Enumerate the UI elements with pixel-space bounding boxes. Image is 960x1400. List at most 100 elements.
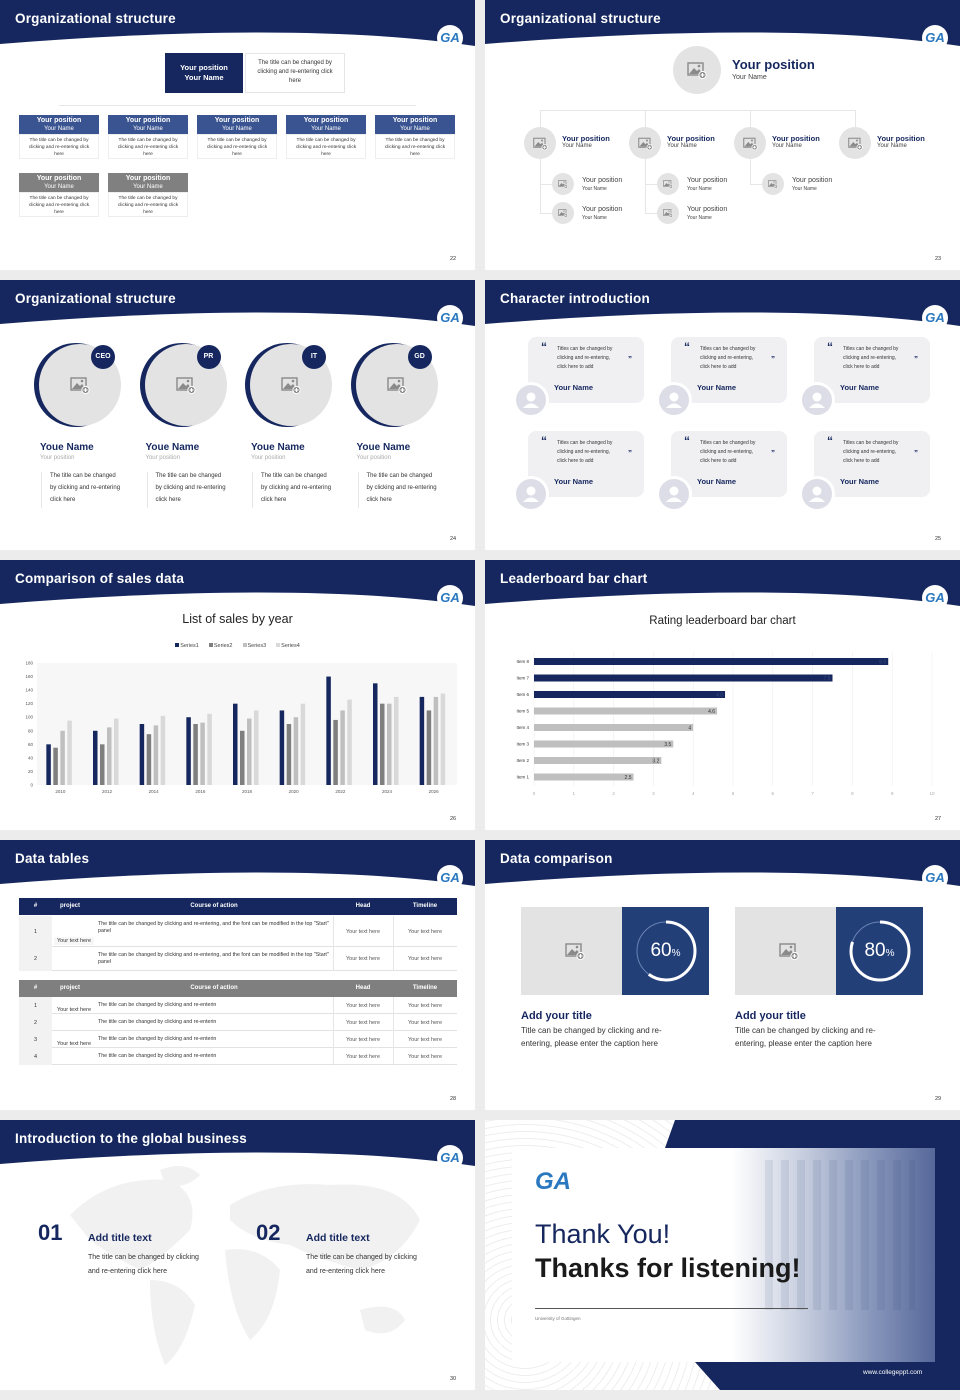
logo: GA — [437, 305, 463, 331]
column-header: Timeline — [412, 903, 438, 909]
y-tick-label: 20 — [28, 769, 34, 774]
header-band — [0, 0, 475, 46]
person-icon — [809, 392, 825, 408]
header-band — [485, 0, 960, 46]
data-label: 4 — [688, 725, 691, 731]
name: Your Name — [792, 186, 817, 192]
quote-text: clicking and re-entering, — [557, 355, 611, 361]
member-description: by clicking and re-entering — [261, 485, 332, 491]
x-tick-label: 3 — [652, 791, 655, 796]
avatar — [516, 479, 546, 509]
slide-thumbnail[interactable]: Organizational structure GA 23 Your positio… — [485, 0, 960, 270]
cell-divider — [333, 1014, 334, 1031]
header-band — [0, 560, 475, 606]
close-quote-icon: ” — [771, 449, 775, 458]
bar — [333, 719, 338, 785]
image-placeholder-icon — [565, 943, 585, 961]
person-name: Your Name — [697, 477, 737, 486]
slide-thumbnail[interactable]: Character introduction GA 25 “ Titles can be… — [485, 280, 960, 550]
connector-line — [750, 159, 751, 184]
bar — [146, 734, 152, 785]
y-category-label: Item 4 — [516, 725, 529, 730]
y-tick-label: 60 — [28, 742, 34, 747]
y-category-label: Item 6 — [516, 692, 529, 697]
slide-thumbnail[interactable]: Introduction to the global business GA 30 0… — [0, 1120, 475, 1390]
position-description: The title can be changed by clicking and… — [375, 134, 455, 159]
member-name: Youe Name — [356, 442, 411, 453]
row-number: 3 — [33, 1036, 38, 1043]
chart-title: List of sales by year — [182, 612, 293, 626]
quote-text: Titles can be changed by — [557, 346, 613, 352]
logo: GA — [922, 305, 948, 331]
slide-title: Organizational structure — [15, 291, 176, 306]
x-tick-label: 2014 — [149, 789, 160, 794]
timeline-cell: Your text here — [407, 1019, 443, 1026]
x-tick-label: 10 — [929, 791, 935, 796]
connector-line — [645, 110, 646, 127]
quote-text: clicking and re-entering, — [700, 449, 754, 455]
position: Your position — [36, 175, 82, 182]
item-title: Add your title — [735, 1010, 806, 1022]
top-description: The title can be changed by clicking and… — [245, 53, 345, 93]
bar — [387, 703, 392, 785]
quote-text: Titles can be changed by — [700, 346, 756, 352]
avatar — [659, 479, 689, 509]
quote-text: clicking and re-entering, — [843, 355, 897, 361]
person-name: Your Name — [554, 383, 594, 392]
table-row — [19, 1031, 457, 1048]
position-box: Your position Your Name — [19, 173, 99, 192]
quote-text: Titles can be changed by — [843, 346, 899, 352]
legend-item: Series4 — [276, 643, 300, 649]
table-row — [19, 1014, 457, 1031]
bar — [53, 747, 58, 785]
position: Your position — [732, 57, 815, 72]
legend-label: Series3 — [247, 643, 267, 649]
bar — [300, 703, 306, 785]
image-placeholder-icon — [687, 62, 707, 80]
timeline-cell: Your text here — [407, 956, 443, 962]
slide-thumbnail[interactable]: Organizational structure GA 24 CEO Youe Name… — [0, 280, 475, 550]
cell-divider — [393, 947, 394, 971]
member-position: Your position — [251, 455, 286, 461]
quote-text: click here to add — [557, 458, 594, 464]
bar — [193, 724, 198, 785]
slide-thumbnail[interactable]: Leaderboard bar chart GA 27 Rating leaderbo… — [485, 560, 960, 830]
slide-thumbnail[interactable]: Data comparison GA 29 60% Add your title Titl… — [485, 840, 960, 1110]
head-cell: Your text here — [345, 1053, 381, 1060]
university-name: University of Gottingen — [535, 1316, 581, 1321]
slide-thumbnail[interactable]: Data tables GA 28 # project Course of action H… — [0, 840, 475, 1110]
bar — [240, 730, 245, 785]
slide-thumbnail[interactable]: Comparison of sales data GA 26 List of sale… — [0, 560, 475, 830]
connector-line — [750, 184, 762, 185]
slide-thumbnail[interactable]: Organizational structure GA 22 Your positio… — [0, 0, 475, 270]
course-cell: The title can be changed by clicking and… — [98, 1053, 217, 1059]
person-name: Your Name — [554, 477, 594, 486]
progress-ring — [849, 920, 910, 982]
connector-line — [645, 213, 657, 214]
connector-line — [540, 110, 855, 111]
person-icon — [666, 392, 682, 408]
y-tick-label: 40 — [28, 755, 34, 760]
column-header: Timeline — [412, 985, 438, 991]
y-category-label: Item 2 — [516, 758, 529, 763]
bar — [46, 744, 51, 785]
header-band — [485, 280, 960, 326]
slide-thumbnail[interactable]: GA Thank You! Thanks for listening! Univers… — [485, 1120, 960, 1390]
bar — [534, 724, 694, 731]
position: Your position — [303, 117, 349, 124]
name: Your Name — [687, 215, 712, 221]
row-number: 4 — [33, 1053, 38, 1060]
cell-divider — [393, 1048, 394, 1065]
name: Your Name — [687, 186, 712, 192]
bar — [93, 730, 98, 785]
member-description: by clicking and re-entering — [155, 485, 226, 491]
position: Your position — [562, 134, 610, 143]
data-label: 7.5 — [824, 676, 831, 682]
position: Your position — [214, 117, 260, 124]
avatar — [657, 173, 679, 195]
name: Your Name — [772, 143, 802, 149]
divider — [535, 1308, 808, 1309]
x-tick-label: 2022 — [335, 789, 346, 794]
legend-swatch — [175, 643, 180, 647]
bar — [67, 720, 72, 785]
